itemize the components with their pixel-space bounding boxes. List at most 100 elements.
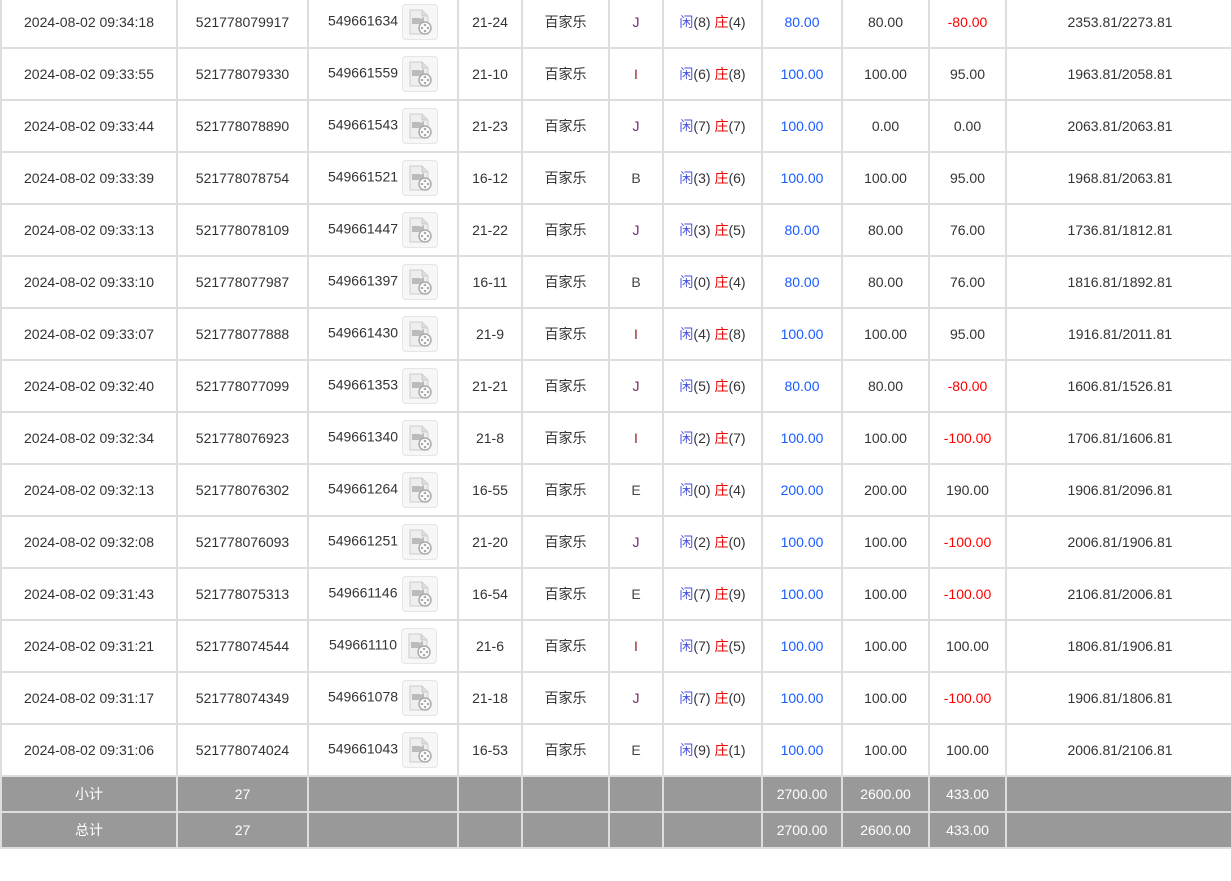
summary-label: 总计 [0,811,178,849]
table-number: 16-53 [457,723,523,777]
video-file-icon[interactable] [402,56,439,92]
table-number: 21-10 [457,47,523,101]
balance-before-after: 2106.81/2006.81 [1005,567,1231,621]
video-file-icon[interactable] [402,368,439,404]
player-label: 闲 [679,170,694,186]
game-result: 闲(7) 庄(0) [662,671,763,725]
bet-amount: 100.00 [761,515,843,569]
bet-amount: 200.00 [761,463,843,517]
win-loss: 0.00 [928,99,1007,153]
banker-label: 庄 [714,638,729,654]
balance-before-after: 2353.81/2273.81 [1005,0,1231,49]
bet-id: 521778076302 [176,463,309,517]
round-id: 549661146 [307,567,459,621]
bet-time: 2024-08-02 09:32:34 [0,411,178,465]
video-file-icon[interactable] [401,628,437,664]
game-name: 百家乐 [521,463,610,517]
balance-before-after: 1963.81/2058.81 [1005,47,1231,101]
banker-score: (1) [728,742,746,758]
table-row: 2024-08-02 09:32:40 521778077099 549661353… [0,359,1231,413]
round-id: 549661634 [307,0,459,49]
banker-score: (7) [728,118,746,134]
bet-time: 2024-08-02 09:32:40 [0,359,178,413]
banker-label: 庄 [714,430,729,446]
summary-bet: 2700.00 [761,775,843,813]
banker-score: (6) [728,378,746,394]
table-number: 21-9 [457,307,523,361]
table-row: 2024-08-02 09:33:39 521778078754 549661521… [0,151,1231,205]
win-loss: 95.00 [928,151,1007,205]
video-file-icon[interactable] [402,212,439,248]
round-id: 549661043 [307,723,459,777]
table-row: 2024-08-02 09:33:13 521778078109 549661447… [0,203,1231,257]
table-number: 21-8 [457,411,523,465]
banker-score: (4) [728,482,746,498]
player-score: (2) [693,534,711,550]
banker-label: 庄 [714,586,729,602]
bet-type: B [608,255,664,309]
player-label: 闲 [679,482,694,498]
bet-type: J [608,515,664,569]
bet-type: J [608,359,664,413]
player-score: (8) [693,14,711,30]
table-row: 2024-08-02 09:33:07 521778077888 549661430… [0,307,1231,361]
video-file-icon[interactable] [402,472,439,508]
banker-label: 庄 [714,378,729,394]
bet-type: J [608,671,664,725]
video-file-icon[interactable] [402,264,439,300]
video-file-icon[interactable] [402,160,439,196]
banker-label: 庄 [714,222,729,238]
table-row: 2024-08-02 09:31:43 521778075313 549661146… [0,567,1231,621]
bet-id: 521778079917 [176,0,309,49]
balance-before-after: 1906.81/1806.81 [1005,671,1231,725]
video-file-icon[interactable] [402,4,439,40]
video-file-icon[interactable] [402,524,439,560]
banker-label: 庄 [714,482,729,498]
bet-amount: 100.00 [761,723,843,777]
video-file-icon[interactable] [402,420,439,456]
banker-score: (8) [728,66,746,82]
bet-records-table: 2024-08-02 09:34:18 521778079917 549661634… [0,0,1231,849]
balance-before-after: 1606.81/1526.81 [1005,359,1231,413]
bet-id: 521778077099 [176,359,309,413]
round-number: 549661340 [327,428,399,445]
game-result: 闲(2) 庄(7) [662,411,763,465]
video-file-icon[interactable] [401,576,438,612]
bet-type: I [608,411,664,465]
game-result: 闲(5) 庄(6) [662,359,763,413]
round-id: 549661543 [307,99,459,153]
bet-amount: 100.00 [761,619,843,673]
win-loss: 95.00 [928,307,1007,361]
round-id: 549661559 [307,47,459,101]
round-id: 549661251 [307,515,459,569]
banker-score: (4) [728,274,746,290]
bet-type: I [608,619,664,673]
round-number: 549661397 [327,272,399,289]
game-name: 百家乐 [521,619,610,673]
empty-cell [521,811,610,849]
table-number: 21-24 [457,0,523,49]
valid-amount: 100.00 [841,151,930,205]
bet-amount: 100.00 [761,307,843,361]
bet-id: 521778077987 [176,255,309,309]
table-row: 2024-08-02 09:32:08 521778076093 549661251… [0,515,1231,569]
bet-time: 2024-08-02 09:33:07 [0,307,178,361]
bet-records-table-container: 2024-08-02 09:34:18 521778079917 549661634… [0,0,1231,849]
win-loss: 76.00 [928,255,1007,309]
game-result: 闲(0) 庄(4) [662,463,763,517]
bet-amount: 80.00 [761,359,843,413]
table-row: 2024-08-02 09:32:34 521778076923 549661340… [0,411,1231,465]
banker-score: (5) [728,638,746,654]
game-name: 百家乐 [521,151,610,205]
valid-amount: 80.00 [841,0,930,49]
bet-amount: 100.00 [761,411,843,465]
valid-amount: 100.00 [841,671,930,725]
bet-id: 521778074544 [176,619,309,673]
bet-amount: 100.00 [761,671,843,725]
video-file-icon[interactable] [402,316,439,352]
table-number: 21-21 [457,359,523,413]
video-file-icon[interactable] [402,732,439,768]
video-file-icon[interactable] [402,680,439,716]
video-file-icon[interactable] [402,108,439,144]
round-number: 549661110 [329,636,397,653]
